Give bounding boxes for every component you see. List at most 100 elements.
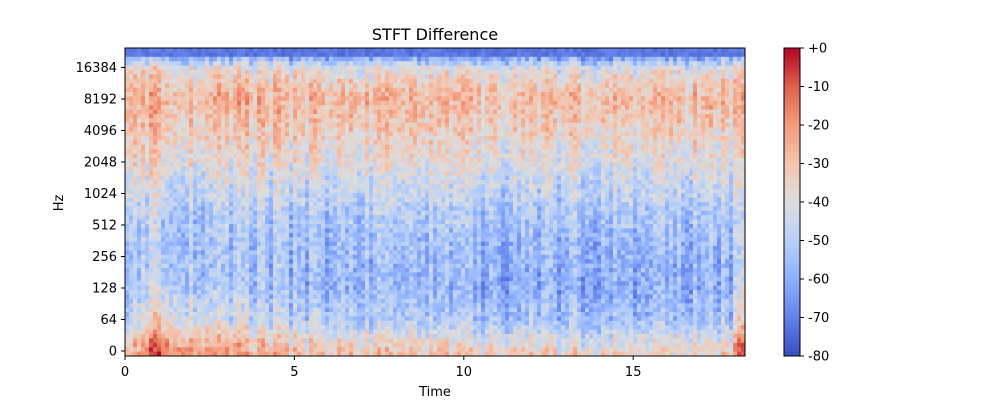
- heatmap-cell: [373, 127, 378, 133]
- heatmap-cell: [165, 215, 170, 221]
- heatmap-cell: [169, 144, 174, 150]
- heatmap-cell: [145, 320, 150, 326]
- heatmap-cell: [237, 127, 242, 133]
- heatmap-cell: [325, 166, 330, 172]
- heatmap-cell: [189, 232, 194, 238]
- heatmap-cell: [285, 228, 290, 234]
- heatmap-cell: [145, 210, 150, 216]
- heatmap-cell: [169, 74, 174, 80]
- heatmap-cell: [137, 100, 142, 106]
- heatmap-cell: [325, 276, 330, 282]
- heatmap-cell: [185, 303, 190, 309]
- heatmap-cell: [405, 52, 410, 58]
- heatmap-cell: [153, 241, 158, 247]
- heatmap-cell: [129, 114, 134, 119]
- heatmap-cell: [129, 303, 134, 309]
- heatmap-cell: [233, 215, 238, 221]
- heatmap-cell: [249, 149, 254, 155]
- heatmap-cell: [177, 320, 182, 326]
- heatmap-cell: [285, 65, 290, 71]
- heatmap-cell: [225, 74, 230, 80]
- heatmap-cell: [177, 307, 182, 313]
- heatmap-cell: [333, 215, 338, 221]
- heatmap-cell: [257, 254, 262, 260]
- heatmap-cell: [173, 149, 178, 155]
- heatmap-cell: [253, 329, 258, 335]
- heatmap-cell: [345, 61, 350, 67]
- heatmap-cell: [393, 180, 398, 185]
- heatmap-cell: [269, 268, 274, 273]
- heatmap-cell: [305, 197, 310, 203]
- heatmap-cell: [373, 74, 378, 80]
- heatmap-cell: [269, 78, 274, 84]
- heatmap-cell: [353, 140, 358, 146]
- heatmap-cell: [373, 224, 378, 229]
- heatmap-cell: [385, 158, 390, 163]
- heatmap-cell: [317, 246, 322, 251]
- heatmap-cell: [225, 224, 230, 229]
- heatmap-cell: [305, 206, 310, 212]
- heatmap-cell: [301, 232, 306, 238]
- heatmap-cell: [193, 206, 198, 212]
- heatmap-cell: [201, 246, 206, 251]
- heatmap-cell: [349, 65, 354, 71]
- heatmap-cell: [217, 197, 222, 203]
- heatmap-cell: [253, 316, 258, 322]
- heatmap-cell: [333, 70, 338, 75]
- heatmap-cell: [325, 87, 330, 93]
- heatmap-cell: [225, 219, 230, 225]
- heatmap-cell: [269, 171, 274, 177]
- heatmap-cell: [401, 325, 406, 331]
- heatmap-cell: [161, 52, 166, 58]
- heatmap-cell: [221, 127, 226, 133]
- heatmap-cell: [365, 281, 370, 287]
- heatmap-cell: [333, 232, 338, 238]
- heatmap-cell: [329, 351, 334, 356]
- heatmap-cell: [137, 105, 142, 111]
- heatmap-cell: [301, 171, 306, 177]
- heatmap-cell: [305, 285, 310, 291]
- heatmap-cell: [189, 180, 194, 185]
- heatmap-cell: [257, 144, 262, 150]
- heatmap-cell: [273, 215, 278, 221]
- heatmap-cell: [133, 246, 138, 251]
- heatmap-cell: [153, 188, 158, 194]
- heatmap-cell: [377, 312, 382, 317]
- heatmap-cell: [365, 307, 370, 313]
- heatmap-cell: [313, 166, 318, 172]
- heatmap-cell: [345, 303, 350, 309]
- heatmap-cell: [249, 338, 254, 344]
- heatmap-cell: [241, 105, 246, 111]
- heatmap-cell: [373, 118, 378, 124]
- heatmap-cell: [345, 158, 350, 163]
- heatmap-cell: [189, 281, 194, 287]
- heatmap-cell: [313, 303, 318, 309]
- heatmap-cell: [337, 114, 342, 119]
- heatmap-cell: [185, 307, 190, 313]
- heatmap-cell: [405, 294, 410, 300]
- heatmap-cell: [205, 65, 210, 71]
- heatmap-cell: [381, 298, 386, 304]
- heatmap-cell: [225, 166, 230, 172]
- heatmap-cell: [253, 334, 258, 339]
- heatmap-cell: [221, 202, 226, 207]
- heatmap-cell: [129, 65, 134, 71]
- heatmap-cell: [345, 219, 350, 225]
- heatmap-cell: [313, 74, 318, 80]
- heatmap-cell: [125, 285, 130, 291]
- heatmap-cell: [353, 294, 358, 300]
- heatmap-cell: [137, 114, 142, 119]
- heatmap-cell: [405, 193, 410, 199]
- heatmap-cell: [145, 347, 150, 353]
- heatmap-cell: [381, 83, 386, 89]
- heatmap-cell: [209, 316, 214, 322]
- heatmap-cell: [297, 250, 302, 256]
- heatmap-cell: [349, 109, 354, 115]
- heatmap-cell: [317, 325, 322, 331]
- heatmap-cell: [185, 162, 190, 168]
- heatmap-cell: [285, 237, 290, 243]
- heatmap-cell: [189, 316, 194, 322]
- heatmap-cell: [405, 228, 410, 234]
- heatmap-cell: [193, 144, 198, 150]
- heatmap-cell: [173, 298, 178, 304]
